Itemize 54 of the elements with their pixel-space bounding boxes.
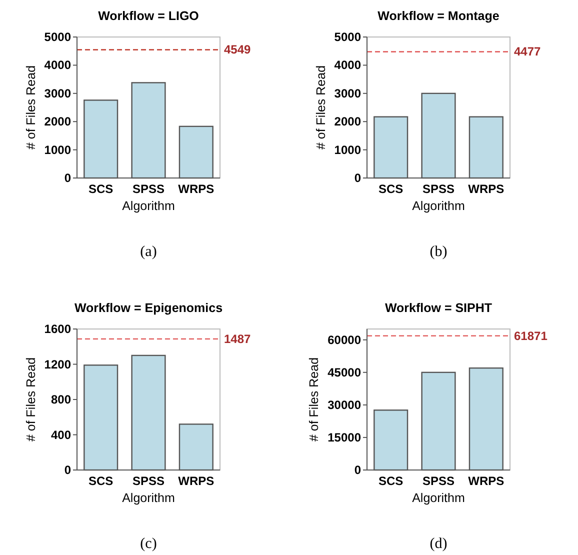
x-tick-label: SPSS	[132, 182, 165, 196]
y-tick-label: 5000	[334, 30, 362, 44]
x-tick-label: WRPS	[468, 182, 504, 196]
y-tick-label: 3000	[44, 86, 72, 100]
text: (a)	[140, 244, 157, 260]
x-tick-label: WRPS	[178, 182, 214, 196]
x-tick-label: SCS	[378, 182, 404, 196]
ref-line-label: 61871	[514, 328, 548, 343]
y-tick-label: 30000	[328, 398, 362, 412]
x-axis-title: Algorithm	[122, 199, 175, 213]
x-axis-title: Algorithm	[122, 491, 175, 505]
x-axis-title: Algorithm	[412, 491, 465, 505]
y-tick-label: 1000	[334, 142, 362, 157]
text: (d)	[430, 536, 448, 552]
ref-line-label: 4549	[224, 42, 252, 57]
ref-line-label: 4477	[514, 44, 542, 59]
y-tick-label: 1600	[44, 322, 72, 336]
y-tick-label: 4000	[334, 58, 362, 72]
y-axis-title: # of Files Read	[314, 65, 328, 150]
x-tick-label: SPSS	[422, 182, 455, 196]
chart-title: Workflow = Montage	[378, 9, 500, 23]
y-tick-label: 4000	[44, 58, 72, 72]
y-tick-label: 1000	[44, 142, 72, 157]
y-tick-label: 2000	[44, 114, 72, 129]
y-tick-label: 0	[64, 171, 72, 185]
x-tick-label: SCS	[378, 474, 404, 488]
y-tick-label: 0	[354, 171, 362, 185]
chart-title: Workflow = Epigenomics	[74, 301, 223, 315]
text: (b)	[430, 244, 448, 260]
text: (c)	[140, 536, 157, 552]
y-axis-title: # of Files Read	[307, 357, 321, 442]
y-tick-label: 3000	[334, 86, 362, 100]
x-axis-title: Algorithm	[412, 199, 465, 213]
y-tick-label: 1200	[44, 357, 72, 372]
y-tick-label: 800	[50, 392, 72, 406]
y-tick-label: 2000	[334, 114, 362, 129]
y-tick-label: 400	[50, 428, 72, 442]
y-tick-label: 0	[354, 463, 362, 477]
y-tick-label: 15000	[328, 430, 362, 444]
y-tick-label: 5000	[44, 30, 72, 44]
y-tick-label: 45000	[328, 365, 362, 380]
y-tick-label: 0	[64, 463, 72, 477]
ref-line-label: 1487	[224, 332, 252, 346]
x-tick-label: SPSS	[422, 474, 455, 488]
y-axis-title: # of Files Read	[24, 357, 38, 442]
x-tick-label: SPSS	[132, 474, 165, 488]
y-tick-label: 60000	[328, 332, 362, 347]
x-tick-label: SCS	[88, 474, 114, 488]
y-axis-title: # of Files Read	[24, 65, 38, 150]
chart-title: Workflow = LIGO	[98, 9, 200, 23]
x-tick-label: SCS	[88, 182, 114, 196]
chart-title: Workflow = SIPHT	[384, 301, 492, 315]
x-tick-label: WRPS	[468, 474, 504, 488]
x-tick-label: WRPS	[178, 474, 214, 488]
